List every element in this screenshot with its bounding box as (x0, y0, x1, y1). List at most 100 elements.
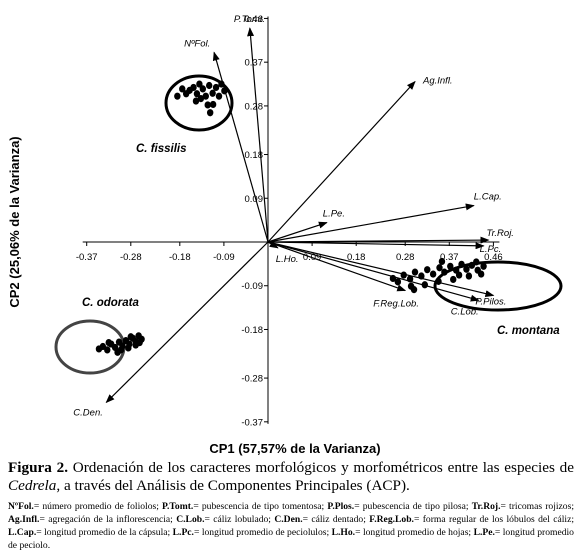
data-point (204, 101, 211, 109)
y-axis-title: CP2 (25,06% de la Varianza) (7, 136, 22, 307)
loading-vector (267, 241, 485, 250)
y-tick-label: 0.37 (245, 58, 264, 69)
legend-abbr: C.Lob. (176, 514, 205, 525)
data-point (435, 277, 442, 285)
vector-label: P.Pilos. (475, 296, 506, 307)
data-point (463, 265, 470, 273)
data-point (429, 270, 437, 278)
legend-abbr: F.Reg.Lob. (369, 514, 414, 525)
x-tick-label: 0.37 (440, 252, 459, 263)
data-point (215, 92, 223, 100)
loading-vectors (105, 27, 495, 404)
ellipse-c-montana (433, 260, 563, 312)
data-point (114, 348, 121, 356)
data-point (480, 262, 487, 270)
legend-abbr: L.Cap. (8, 527, 37, 538)
legend-abbr: P.Plos. (327, 501, 355, 512)
group-ellipses (54, 74, 563, 375)
loading-vector (267, 236, 490, 244)
data-points (95, 80, 487, 356)
legend-abbr: NºFol. (8, 501, 34, 512)
x-tick-label: -0.37 (76, 252, 98, 263)
data-point (410, 286, 418, 294)
vector-label: L.Ho. (276, 254, 299, 265)
y-tick-label: -0.09 (241, 281, 263, 292)
y-tick-label: -0.28 (241, 374, 263, 385)
vector-label: Ag.Infl. (422, 76, 453, 87)
data-point (477, 270, 485, 278)
data-point (421, 281, 428, 289)
legend-desc: = pubescencia de tipo pilosa; (354, 501, 472, 512)
data-point (125, 344, 132, 352)
legend-desc: = forma regular de los lóbulos del cáliz… (413, 514, 574, 525)
labels: P.Tomt. NºFol. Ag.Infl. L.Cap. Tr.Roj. L.Pc. L… (73, 14, 560, 418)
caption-text-1: Ordenación de los caracteres morfológico… (68, 459, 574, 476)
legend-desc: = longitud promedio de hojas; (355, 527, 474, 538)
vector-label: P.Tomt. (234, 14, 265, 25)
caption-genus: Cedrela (8, 477, 57, 494)
legend-abbr: L.Pe. (473, 527, 495, 538)
x-tick-label: -0.09 (213, 252, 235, 263)
group-label: C. fissilis (136, 143, 187, 155)
data-point (389, 274, 397, 283)
y-tick-label: 0.46 (245, 14, 264, 25)
y-tick-label: 0.18 (245, 150, 264, 161)
group-label: C. montana (497, 325, 560, 337)
data-point (174, 92, 181, 100)
data-point (197, 95, 205, 103)
y-tick-label: -0.37 (241, 417, 263, 428)
vector-label: C.Den. (73, 407, 103, 418)
loading-vector (267, 203, 475, 243)
data-point (136, 339, 143, 347)
vector-label: L.Pe. (323, 209, 345, 220)
x-tick-label: 0.46 (484, 252, 503, 263)
group-label: C. odorata (82, 297, 139, 309)
x-tick-label: 0.18 (347, 252, 366, 263)
data-point (179, 85, 186, 93)
axes: -0.37 -0.28 -0.18 -0.09 0.09 0.18 0.28 0.37 0.46… (76, 14, 503, 428)
vector-label: L.Pc. (480, 244, 502, 255)
data-point (394, 278, 402, 286)
data-point (105, 339, 112, 347)
data-point (411, 268, 419, 276)
x-axis-title: CP1 (57,57% de la Varianza) (209, 441, 380, 456)
vector-label: F.Reg.Lob. (373, 299, 419, 310)
loading-vector (267, 80, 416, 243)
data-point (458, 260, 465, 268)
loading-vector (247, 27, 269, 243)
loading-vector (267, 221, 328, 243)
ellipse-c-fissilis (164, 74, 234, 132)
loading-vector (267, 241, 480, 302)
data-point (206, 81, 213, 90)
legend-desc: = cáliz dentado; (302, 514, 370, 525)
loading-vector (267, 241, 407, 292)
data-point (436, 264, 443, 272)
data-point (202, 92, 209, 100)
data-point (127, 333, 134, 341)
figure-label: Figura 2. (8, 459, 69, 476)
data-point (192, 97, 200, 105)
legend-abbr: Ag.Infl. (8, 514, 40, 525)
data-point (418, 272, 425, 280)
vector-label: L.Cap. (474, 192, 502, 203)
abbreviation-legend: NºFol.= número promedio de foliolos; P.T… (8, 500, 574, 552)
pca-biplot: -0.37 -0.28 -0.18 -0.09 0.09 0.18 0.28 0.37 0.46… (7, 14, 563, 456)
legend-abbr: P.Tomt. (162, 501, 194, 512)
data-point (212, 83, 220, 92)
data-point (206, 109, 214, 117)
vector-label: Tr.Roj. (487, 228, 514, 239)
data-point (218, 80, 225, 88)
data-point (209, 100, 217, 109)
y-tick-label: -0.18 (241, 325, 263, 336)
legend-desc: = longitud promedio de peciolo. (8, 527, 574, 551)
data-point (465, 272, 473, 280)
data-point (455, 271, 463, 279)
data-point (447, 262, 454, 270)
vector-label: C.Lob. (451, 306, 479, 317)
y-tick-label: 0.28 (245, 101, 264, 112)
legend-desc: = número promedio de foliolos; (33, 501, 163, 512)
y-tick-label: 0.09 (245, 194, 264, 205)
legend-desc: = agregación de la inflorescencia; (39, 514, 177, 525)
data-point (199, 85, 207, 93)
data-point (473, 258, 480, 266)
